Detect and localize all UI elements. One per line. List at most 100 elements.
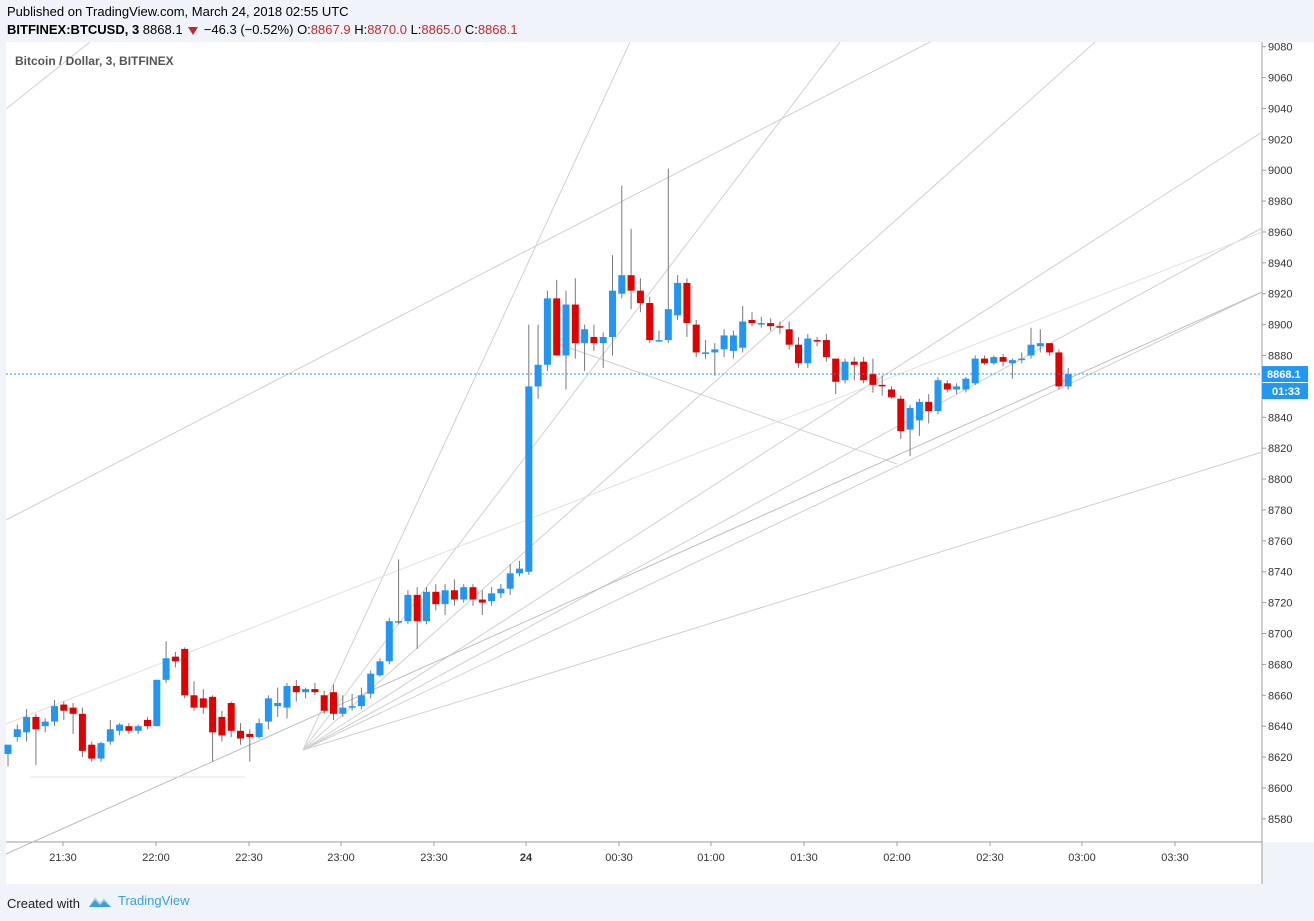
trend-line [5, 291, 1263, 855]
price-tick-label: 9080 [1268, 42, 1292, 54]
candle-up [720, 335, 728, 350]
candle-up [339, 707, 347, 714]
price-tick-label: 8980 [1268, 196, 1292, 208]
price-chart[interactable]: 8580 8600 8620 8640 8660 8680 8700 8720 8740 8760… [0, 42, 1314, 884]
price-tick-label: 8720 [1268, 598, 1292, 610]
tradingview-cloud-icon [89, 896, 111, 907]
candle-down [78, 713, 86, 751]
candle-down [860, 361, 868, 381]
low-value: 8865.0 [421, 22, 462, 37]
trend-line [5, 231, 1263, 725]
time-tick-label: 24 [520, 852, 533, 864]
candle-down [590, 336, 598, 344]
ticker-line: BITFINEX:BTCUSD, 3 8868.1 −46.3 (−0.52%)… [7, 22, 518, 37]
time-tick-label: 00:30 [605, 852, 633, 864]
candle-down [209, 696, 217, 733]
candle-down [311, 689, 319, 693]
trend-line [552, 341, 898, 465]
candle-up [367, 673, 375, 694]
candle-down [171, 656, 179, 662]
gann-fan-drawing[interactable] [5, 42, 1263, 855]
candle-down [1046, 343, 1054, 353]
candle-up [385, 621, 393, 662]
candle-down [432, 591, 440, 605]
candle-up [302, 689, 310, 693]
time-axis[interactable] [6, 842, 1262, 884]
time-tick-label: 02:00 [883, 852, 911, 864]
fan-line [302, 131, 1263, 751]
candle-up [51, 706, 58, 722]
last-price: 8868.1 [142, 22, 183, 37]
candle-up [274, 703, 282, 707]
time-tick-label: 21:30 [49, 852, 77, 864]
candle-down [925, 401, 933, 412]
candle-up [488, 593, 496, 602]
price-tick-label: 8580 [1268, 814, 1292, 826]
low-label: L: [410, 22, 422, 37]
candle-down [320, 695, 328, 711]
candle-down [869, 374, 877, 385]
trend-line [5, 42, 91, 110]
candle-up [962, 378, 970, 390]
candle-down [571, 304, 579, 344]
candle-up [506, 573, 514, 589]
candle-up [376, 661, 384, 676]
candle-down [218, 716, 226, 736]
candle-up [971, 358, 979, 384]
published-line: Published on TradingView.com, March 24, … [7, 4, 349, 19]
candle-up [1018, 358, 1026, 361]
candle-down [246, 733, 254, 737]
candle-down [999, 357, 1007, 362]
chart-plot-area[interactable] [6, 42, 1262, 842]
candle-down [199, 698, 207, 708]
tradingview-logo[interactable]: TradingView [88, 893, 190, 908]
created-with-label: Created with [7, 896, 80, 911]
price-tick-label: 8660 [1268, 690, 1292, 702]
candle-up [543, 298, 551, 365]
candle-up [460, 587, 468, 600]
candle-down [1055, 352, 1063, 387]
countdown-tag-bg [1262, 383, 1308, 400]
candle-up [106, 729, 114, 742]
candle-down [32, 716, 40, 730]
candle-down [237, 730, 244, 739]
candle-up [990, 357, 998, 364]
candle-down [692, 324, 700, 353]
countdown-tag-label: 01:33 [1272, 386, 1300, 398]
last-price-tag: 8868.1 01:33 [1262, 366, 1308, 400]
candle-down [69, 707, 77, 714]
candle-down [943, 383, 951, 390]
price-tick-label: 8780 [1268, 505, 1292, 517]
price-tick-label: 8800 [1268, 474, 1292, 486]
candle-down [767, 323, 775, 327]
candle-up [1036, 343, 1044, 347]
candle-down [888, 389, 895, 398]
symbol-label: BITFINEX:BTCUSD, 3 [7, 22, 140, 37]
time-tick-label: 01:30 [790, 852, 818, 864]
candle-down [144, 719, 151, 727]
candle-down [981, 358, 988, 364]
candle-down [60, 704, 68, 711]
candle-down [785, 329, 793, 345]
high-value: 8870.0 [367, 22, 407, 37]
candle-up [395, 621, 403, 623]
candle-up [41, 721, 49, 727]
candle-up [283, 686, 291, 708]
candle-up [13, 729, 21, 737]
price-tick-label: 8700 [1268, 629, 1292, 641]
candle-down [748, 319, 756, 324]
price-axis[interactable] [1262, 42, 1314, 842]
candle-down [813, 340, 821, 342]
candle-up [116, 724, 124, 731]
candle-up [23, 716, 31, 733]
price-tick-label: 8840 [1268, 412, 1292, 424]
candle-up [4, 744, 12, 754]
price-change: −46.3 (−0.52%) [203, 22, 294, 37]
fan-line [302, 42, 631, 751]
candle-down [636, 290, 644, 304]
candle-down [646, 303, 654, 341]
candle-down [553, 298, 561, 356]
price-tick-label: 9020 [1268, 134, 1292, 146]
price-tick-label: 8900 [1268, 320, 1292, 332]
candle-down [795, 344, 802, 364]
